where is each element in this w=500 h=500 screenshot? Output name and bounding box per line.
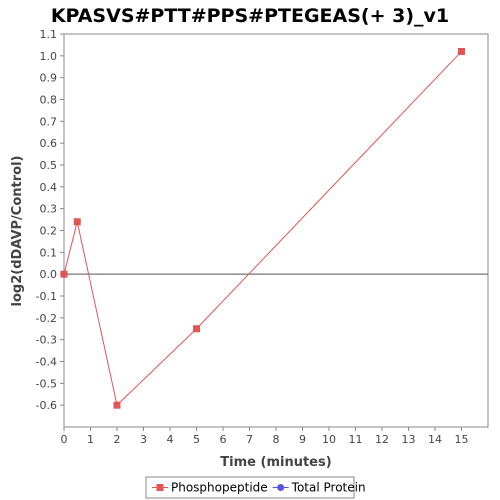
y-tick-label: 0.9 <box>40 72 58 85</box>
y-axis-label: log2(dDAVP/Control) <box>10 156 25 307</box>
x-tick-label: 15 <box>455 433 469 446</box>
x-tick-label: 5 <box>193 433 200 446</box>
y-tick-label: -0.5 <box>36 377 57 390</box>
y-tick-label: 0.2 <box>40 225 58 238</box>
y-tick-label: -0.6 <box>36 399 57 412</box>
x-tick-label: 4 <box>167 433 174 446</box>
x-tick-label: 1 <box>87 433 94 446</box>
x-tick-label: 6 <box>220 433 227 446</box>
y-tick-label: 0.3 <box>40 203 58 216</box>
plot-area: -0.6 -0.5 -0.4 -0.3 -0.2 -0.1 0.0 0.1 0.2 0.3 0.4 0… <box>36 28 489 446</box>
y-tick-label: 0.1 <box>40 246 58 259</box>
data-point <box>193 325 200 333</box>
x-tick-label: 11 <box>349 433 363 446</box>
x-tick-label: 10 <box>322 433 336 446</box>
legend-box <box>145 476 355 499</box>
data-point <box>73 218 81 226</box>
x-tick-label: 14 <box>428 433 442 446</box>
y-tick-label: -0.4 <box>36 356 57 369</box>
legend: Phosphopeptide Total Protein <box>145 476 366 499</box>
y-tick-label: 0.6 <box>40 137 58 150</box>
data-point <box>60 270 68 278</box>
x-tick-label: 8 <box>273 433 280 446</box>
y-tick-label: -0.2 <box>36 312 57 325</box>
y-tick-label: 0.7 <box>40 115 58 128</box>
x-tick-label: 3 <box>140 433 147 446</box>
data-point <box>113 401 121 409</box>
y-tick-label: -0.1 <box>36 290 57 303</box>
data-point <box>458 47 465 55</box>
y-tick-label: 0.8 <box>40 94 58 107</box>
y-tick-label: 0.5 <box>40 159 58 172</box>
y-tick-label: 0.4 <box>40 181 58 194</box>
plot-frame <box>63 33 489 428</box>
y-tick-label: 1.0 <box>40 50 58 63</box>
x-tick-label: 9 <box>299 433 306 446</box>
x-tick-label: 12 <box>375 433 389 446</box>
y-tick-label: 1.1 <box>40 28 58 41</box>
x-axis-label: Time (minutes) <box>220 455 331 470</box>
y-tick-label: -0.3 <box>36 334 57 347</box>
y-tick-label: 0.0 <box>40 268 58 281</box>
x-tick-label: 13 <box>402 433 416 446</box>
legend-marker <box>156 484 164 491</box>
x-tick-label: 7 <box>246 433 253 446</box>
chart-title: KPASVS#PTT#PPS#PTEGEAS(+ 3)_v1 <box>51 5 449 27</box>
legend-label: Total Protein <box>291 481 366 495</box>
legend-marker <box>277 484 285 491</box>
x-tick-label: 0 <box>61 433 68 446</box>
legend-label: Phosphopeptide <box>171 481 268 495</box>
x-tick-label: 2 <box>114 433 121 446</box>
